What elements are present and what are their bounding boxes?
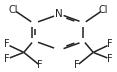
Text: F: F [107,54,113,64]
Text: F: F [4,39,10,49]
Text: F: F [37,60,43,70]
Text: Cl: Cl [99,5,108,15]
Text: Cl: Cl [9,5,18,15]
Text: N: N [55,10,62,20]
Text: F: F [74,60,80,70]
Text: F: F [107,39,113,49]
Text: F: F [4,54,10,64]
